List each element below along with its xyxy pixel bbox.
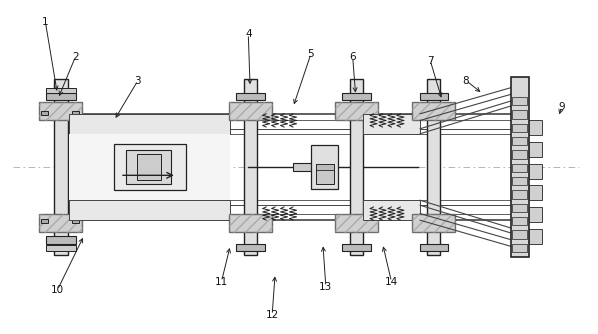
Text: 14: 14	[385, 277, 398, 287]
Bar	[413, 213, 455, 232]
Bar	[512, 124, 527, 132]
Bar	[512, 164, 527, 172]
Bar	[229, 213, 272, 232]
Bar	[39, 102, 83, 121]
Bar	[529, 185, 542, 200]
Bar	[229, 213, 272, 232]
Bar	[512, 111, 527, 119]
Text: 2: 2	[72, 52, 78, 62]
Bar	[72, 112, 80, 116]
Bar	[335, 213, 378, 232]
Bar	[236, 243, 265, 251]
Text: 12: 12	[266, 310, 279, 320]
Bar	[512, 217, 527, 225]
Bar	[512, 230, 527, 238]
Bar	[69, 134, 230, 200]
Bar	[512, 150, 527, 159]
Bar	[316, 164, 334, 170]
Text: 3: 3	[135, 75, 141, 86]
Bar	[137, 154, 161, 180]
Bar	[529, 207, 542, 222]
Text: 10: 10	[51, 285, 64, 295]
Bar	[364, 200, 420, 220]
Bar	[54, 79, 68, 255]
Bar	[342, 93, 371, 101]
Bar	[293, 163, 317, 171]
Bar	[420, 93, 448, 101]
Bar	[39, 213, 83, 232]
Bar	[229, 102, 272, 121]
Text: 6: 6	[349, 52, 356, 62]
Bar	[41, 218, 48, 222]
Bar	[335, 213, 378, 232]
Bar	[69, 114, 230, 134]
Bar	[229, 102, 272, 121]
Text: 5: 5	[307, 49, 314, 59]
Bar	[244, 79, 257, 255]
Bar	[529, 228, 542, 243]
Bar	[413, 213, 455, 232]
Text: 7: 7	[427, 55, 434, 65]
Text: 9: 9	[558, 102, 565, 112]
Bar	[350, 79, 363, 255]
Bar	[335, 102, 378, 121]
Bar	[512, 243, 527, 252]
Bar	[529, 164, 542, 179]
Bar	[41, 112, 48, 116]
Bar	[46, 245, 76, 251]
Bar	[311, 145, 338, 189]
Bar	[512, 204, 527, 212]
Bar	[428, 79, 440, 255]
Bar	[342, 243, 371, 251]
Bar	[512, 177, 527, 185]
Bar	[512, 97, 527, 106]
Text: 1: 1	[42, 17, 49, 27]
Bar	[413, 102, 455, 121]
Bar	[413, 102, 455, 121]
Bar	[512, 137, 527, 145]
Bar	[46, 88, 76, 93]
Bar	[39, 102, 83, 121]
Bar	[236, 93, 265, 101]
Bar	[126, 150, 170, 184]
Bar	[46, 236, 76, 243]
Bar	[46, 93, 76, 101]
Bar	[420, 243, 448, 251]
Bar	[72, 218, 80, 222]
Bar	[316, 164, 334, 184]
Bar	[114, 144, 185, 190]
Bar	[335, 102, 378, 121]
Bar	[511, 77, 529, 257]
Text: 11: 11	[215, 277, 228, 287]
Circle shape	[143, 165, 151, 169]
Bar	[512, 190, 527, 199]
Text: 4: 4	[245, 29, 252, 39]
Bar	[529, 142, 542, 157]
Text: 13: 13	[319, 282, 332, 292]
Bar	[39, 213, 83, 232]
Bar	[69, 200, 230, 220]
Bar	[364, 114, 420, 134]
Text: 8: 8	[463, 75, 469, 86]
Bar	[529, 121, 542, 135]
